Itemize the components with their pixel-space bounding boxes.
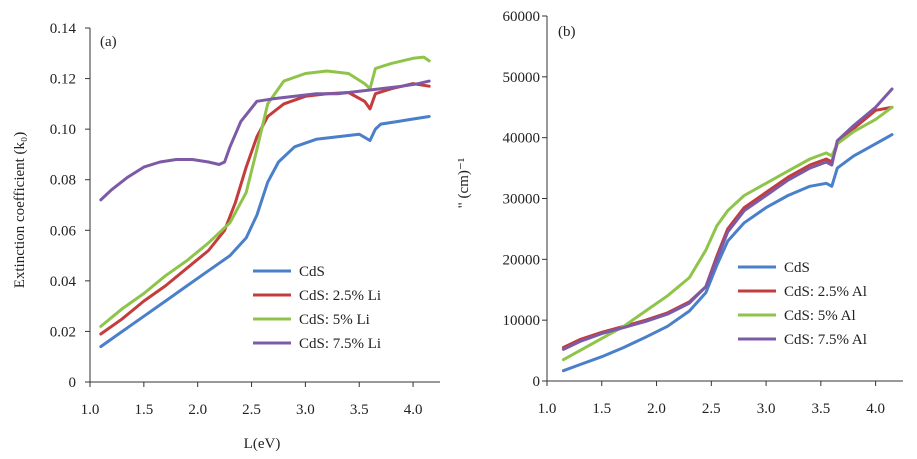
legend-label: CdS: 2.5% Al	[784, 284, 867, 300]
y-tick-label: 40000	[503, 131, 541, 147]
y-tick-label: 0.02	[50, 324, 76, 340]
x-tick-label: 3.5	[811, 401, 830, 417]
y-tick-label: 0.10	[50, 122, 76, 138]
x-tick-label: 1.0	[538, 401, 557, 417]
panel-label: (b)	[558, 24, 576, 40]
x-tick-label: 3.0	[296, 402, 315, 418]
legend-label: CdS: 7.5% Al	[784, 332, 867, 348]
panel-label: (a)	[100, 34, 117, 50]
y-tick-label: 60000	[503, 9, 541, 25]
chart-panel-a: 0 0.02 0.04 0.06 0.08 0.10 0.12 0.14 1.0 1.5 2.0 2.…	[12, 21, 440, 418]
series-line-3	[99, 55, 431, 328]
y-tick-label: 0.06	[50, 223, 77, 239]
series-line-1	[561, 133, 894, 373]
x-tick-label: 4.0	[404, 402, 423, 418]
y-axis-label: " (cm)⁻¹	[456, 158, 472, 209]
y-axis-label: Extinction coefficient (k₀)	[12, 132, 28, 289]
series-line-4	[99, 79, 431, 202]
x-tick-label: 3.0	[757, 401, 776, 417]
x-tick-label: 2.0	[188, 402, 207, 418]
y-tick-label: 0.14	[50, 21, 77, 37]
legend-label: CdS: 5% Li	[299, 312, 370, 328]
y-tick-label: 0.08	[50, 173, 76, 189]
x-tick-label: 1.5	[134, 402, 153, 418]
chart-panel-b: 0 10000 20000 30000 40000 50000 60000 1.0 1.5 2.0…	[456, 9, 903, 417]
x-axis-label-a: L(eV)	[244, 436, 281, 452]
x-tick-label: 3.5	[350, 402, 369, 418]
y-tick-label: 0	[533, 374, 541, 390]
x-tick-label: 4.0	[866, 401, 885, 417]
x-tick-label: 2.5	[242, 402, 261, 418]
legend-label: CdS: 2.5% Li	[299, 288, 381, 304]
x-tick-label: 2.5	[702, 401, 721, 417]
x-tick-label: 2.0	[647, 401, 666, 417]
y-tick-label: 30000	[503, 192, 541, 208]
legend-label: CdS	[784, 260, 810, 276]
y-tick-label: 50000	[503, 70, 541, 86]
legend-label: CdS	[299, 264, 325, 280]
series-line-4	[561, 87, 894, 351]
series-line-1	[99, 115, 431, 349]
x-tick-label: 1.5	[592, 401, 611, 417]
legend-label: CdS: 7.5% Li	[299, 336, 381, 352]
y-tick-label: 0	[69, 375, 77, 391]
legend-label: CdS: 5% Al	[784, 308, 856, 324]
y-tick-label: 0.12	[50, 72, 76, 88]
y-tick-label: 0.04	[50, 274, 77, 290]
series-line-2	[99, 82, 431, 336]
y-tick-label: 10000	[503, 313, 541, 329]
x-tick-label: 1.0	[81, 402, 100, 418]
y-tick-label: 20000	[503, 252, 541, 268]
